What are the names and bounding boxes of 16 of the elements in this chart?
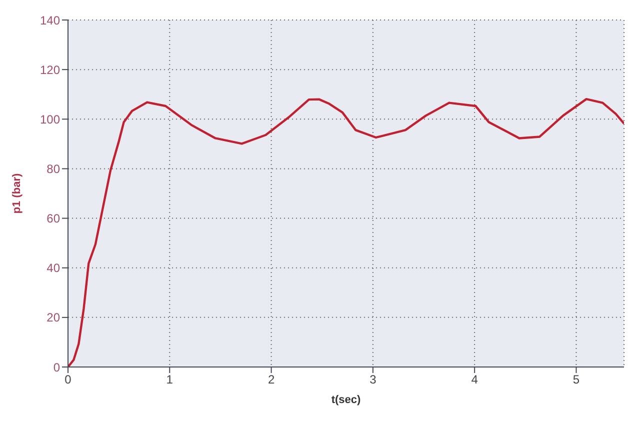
x-tick-label: 4 (471, 372, 478, 387)
x-tick-label: 0 (64, 372, 72, 387)
x-tick-label: 5 (572, 372, 580, 387)
y-tick-label: 40 (46, 261, 60, 276)
y-tick-label: 100 (40, 112, 60, 126)
y-tick-label: 0 (53, 360, 60, 374)
y-tick-label: 140 (40, 13, 60, 28)
y-tick-label: 20 (46, 310, 60, 325)
x-tick-label: 2 (268, 372, 275, 387)
x-tick-label: 1 (166, 372, 174, 387)
y-tick-label: 120 (40, 62, 60, 77)
y-axis-title: p1 (bar) (10, 173, 23, 214)
y-tick-label: 80 (46, 162, 60, 176)
x-axis-title: t(sec) (331, 394, 362, 406)
x-tick-label: 3 (370, 372, 377, 387)
y-tick-label: 60 (46, 212, 60, 226)
